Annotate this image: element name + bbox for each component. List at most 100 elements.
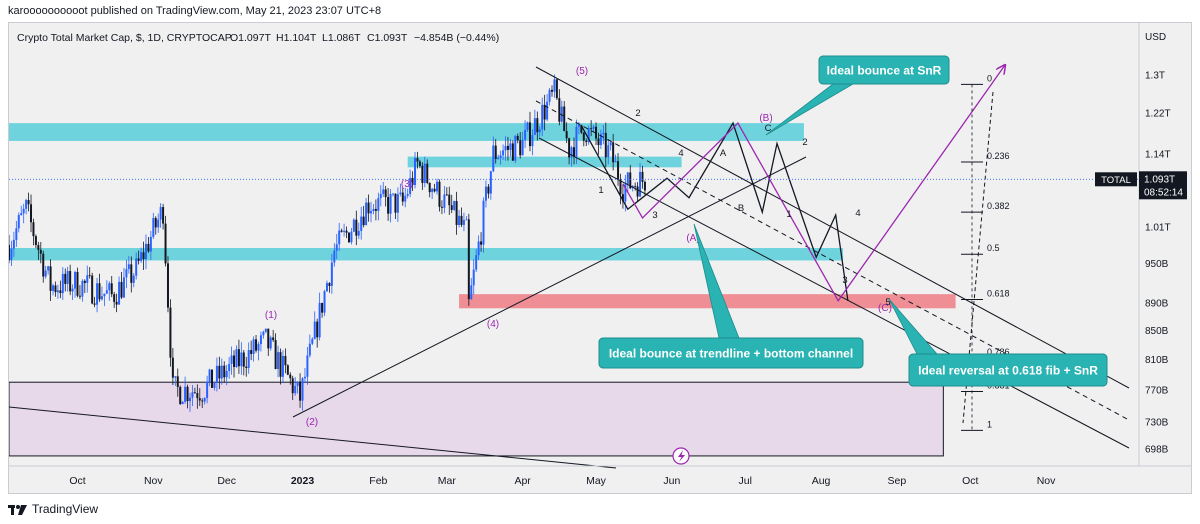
- candle-body: [345, 230, 348, 233]
- candle-body: [74, 271, 77, 289]
- wave-label-black-1: 2: [635, 108, 640, 119]
- candle-body: [10, 248, 13, 261]
- candle-body: [296, 381, 299, 386]
- candle-body: [20, 213, 23, 216]
- candle-body: [132, 275, 135, 283]
- candle-body: [426, 163, 429, 183]
- wave-label-black-4: A: [720, 148, 727, 159]
- fib-level-label-0: 0: [987, 73, 992, 83]
- candle-body: [135, 258, 138, 276]
- candle-body: [538, 129, 541, 133]
- price-tick-5: 890B: [1145, 298, 1169, 309]
- wave-label-purple-7: (C): [878, 303, 892, 314]
- candle-body: [206, 381, 209, 399]
- candle-body: [609, 142, 612, 146]
- tradingview-brand: TradingView: [32, 502, 99, 516]
- candle-body: [487, 186, 490, 194]
- candle-body: [428, 182, 431, 193]
- candle-body: [140, 252, 143, 261]
- price-tick-3: 1.01T: [1145, 222, 1171, 233]
- legend-ohlc-3: C1.093T: [367, 32, 408, 44]
- candle-body: [629, 172, 632, 189]
- wave-label-black-5: B: [738, 203, 744, 214]
- candle-body: [208, 369, 211, 382]
- wave-label-black-10: 4: [855, 208, 860, 219]
- candle-body: [595, 126, 598, 139]
- candle-body: [274, 340, 277, 370]
- projection-black-line: [580, 121, 849, 301]
- last-price-text: 1.093T: [1144, 174, 1175, 185]
- candle-body: [32, 222, 35, 237]
- candle-body: [352, 219, 355, 232]
- candle-body: [521, 139, 524, 156]
- candle-body: [306, 355, 309, 377]
- candle-body: [470, 285, 473, 300]
- candle-body: [49, 266, 52, 291]
- wave-label-black-11: 5: [885, 297, 890, 308]
- wave-label-black-7: 1: [786, 209, 791, 220]
- candle-body: [453, 201, 456, 210]
- wave-label-black-6: C: [765, 123, 772, 134]
- candle-body: [519, 140, 522, 156]
- candle-body: [220, 365, 223, 379]
- wave-label-purple-6: (B): [759, 113, 772, 124]
- candle-body: [436, 181, 439, 192]
- candle-body: [458, 215, 461, 225]
- candle-body: [443, 194, 446, 208]
- candle-body: [176, 376, 179, 387]
- zone-lilac-4: [9, 381, 944, 457]
- callout-pointer-0: [765, 83, 855, 136]
- candle-body: [311, 338, 314, 344]
- candle-body: [509, 143, 512, 150]
- candle-body: [157, 219, 160, 228]
- candle-body: [142, 252, 145, 260]
- candle-body: [418, 161, 421, 166]
- candle-body: [626, 172, 629, 185]
- candle-body: [526, 122, 529, 131]
- candle-body: [423, 163, 426, 184]
- candle-body: [421, 165, 424, 184]
- candle-body: [328, 283, 331, 286]
- candle-body: [325, 283, 328, 292]
- candle-body: [607, 145, 610, 158]
- candle-body: [580, 124, 583, 133]
- legend-ohlc-4: −4.854B (−0.44%): [414, 32, 499, 44]
- candle-body: [259, 335, 262, 345]
- price-tick-6: 850B: [1145, 326, 1169, 337]
- candle-body: [37, 245, 40, 250]
- candle-body: [25, 200, 28, 209]
- zone-cyan-0: [9, 123, 804, 141]
- wave-label-purple-5: (A): [686, 233, 699, 244]
- fib-level-label-3: 0.5: [987, 243, 1000, 253]
- time-tick-1: Nov: [144, 475, 163, 487]
- candle-body: [27, 200, 30, 205]
- candle-body: [585, 140, 588, 143]
- candle-body: [643, 181, 646, 191]
- candle-body: [54, 285, 57, 293]
- candle-body: [343, 230, 346, 232]
- candle-body: [396, 194, 399, 213]
- last-price-badge: [1139, 171, 1187, 200]
- candle-body: [506, 145, 509, 150]
- candle-body: [237, 349, 240, 367]
- candle-body: [66, 271, 69, 284]
- candle-body: [193, 392, 196, 394]
- candle-body: [602, 132, 605, 135]
- candle-body: [267, 328, 270, 349]
- candle-body: [144, 243, 147, 260]
- candle-body: [257, 344, 260, 351]
- candle-body: [166, 263, 169, 308]
- candle-body: [215, 365, 218, 383]
- candle-body: [511, 143, 514, 161]
- candle-body: [597, 138, 600, 146]
- candle-body: [377, 198, 380, 211]
- candle-body: [64, 273, 67, 284]
- candle-body: [211, 369, 214, 388]
- candle-body: [617, 161, 620, 180]
- wave-label-purple-1: (2): [306, 417, 318, 428]
- candle-body: [404, 195, 407, 202]
- time-tick-2: Dec: [217, 475, 236, 487]
- candle-body: [590, 128, 593, 130]
